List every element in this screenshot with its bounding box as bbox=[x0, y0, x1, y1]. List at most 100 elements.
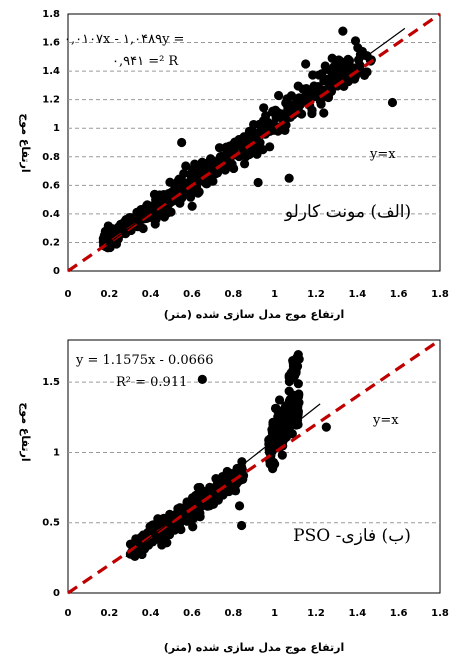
x-tick-label: 0 bbox=[65, 608, 72, 619]
trendline bbox=[125, 403, 321, 558]
x-tick-label: 1.4 bbox=[348, 289, 366, 300]
data-point bbox=[179, 168, 189, 179]
y-tick-label: 0.8 bbox=[42, 152, 60, 163]
data-point bbox=[193, 482, 203, 493]
data-point bbox=[357, 46, 367, 57]
data-point bbox=[326, 79, 336, 89]
data-point bbox=[353, 55, 364, 65]
data-point bbox=[239, 159, 250, 169]
y-tick-label: 1.6 bbox=[42, 38, 60, 49]
data-point bbox=[189, 164, 200, 174]
data-point bbox=[319, 108, 329, 118]
data-point bbox=[165, 177, 175, 187]
scatter-panel-bottom: 0 0.5 1 1.5 0 0.2 0.4 0.6 0.8 1 1.2 1.4 1.6 1.8 ارتفاع… bbox=[18, 338, 449, 655]
data-point bbox=[387, 97, 398, 108]
data-point bbox=[187, 201, 197, 211]
data-point bbox=[283, 102, 293, 112]
x-tick-label: 1.8 bbox=[431, 608, 449, 619]
data-point bbox=[321, 422, 331, 432]
x-tick-label: 1.6 bbox=[390, 289, 408, 300]
data-point bbox=[181, 161, 191, 171]
data-point bbox=[227, 159, 237, 169]
trendline-equation: y = 1.1575x - 0.0666 bbox=[75, 353, 213, 368]
data-point bbox=[214, 143, 225, 153]
x-tick-label: 0.6 bbox=[183, 289, 201, 300]
data-point bbox=[308, 70, 318, 80]
y-tick-label: 1.4 bbox=[42, 66, 60, 77]
data-point bbox=[273, 126, 283, 136]
data-point bbox=[316, 99, 326, 109]
plot-frame bbox=[67, 13, 441, 272]
data-point bbox=[309, 81, 319, 91]
data-point bbox=[274, 90, 284, 101]
r-squared-label: R² = 0.911 bbox=[116, 375, 187, 390]
method-label: (الف) مونت کارلو bbox=[284, 202, 411, 222]
x-tick-label: 0.8 bbox=[224, 289, 242, 300]
y-axis-title: ارتفاع موج bbox=[18, 402, 32, 461]
method-label: (ب) فازی- PSO bbox=[293, 526, 411, 546]
x-tick-label: 0.4 bbox=[142, 289, 160, 300]
data-point bbox=[253, 177, 263, 188]
data-point bbox=[282, 427, 293, 437]
x-tick-label: 0.8 bbox=[224, 608, 242, 619]
data-point bbox=[258, 145, 268, 155]
data-point bbox=[145, 522, 155, 532]
y-tick-label: 1.2 bbox=[42, 95, 60, 106]
data-point bbox=[274, 108, 284, 119]
y-tick-label: 1.5 bbox=[42, 377, 60, 388]
x-axis-title: ارتفاع موج مدل سازی شده (متر) bbox=[164, 308, 345, 322]
y-tick-label: 1 bbox=[53, 123, 60, 134]
x-tick-label: 1.4 bbox=[348, 608, 366, 619]
x-tick-label: 0 bbox=[65, 289, 72, 300]
data-point bbox=[301, 59, 311, 69]
x-tick-label: 1.8 bbox=[431, 289, 449, 300]
data-point bbox=[284, 386, 294, 396]
data-point bbox=[280, 418, 291, 428]
data-point bbox=[150, 199, 160, 210]
data-point bbox=[264, 444, 274, 455]
data-point bbox=[294, 389, 304, 399]
y-tick-label: 1 bbox=[53, 447, 60, 458]
data-point bbox=[326, 86, 337, 97]
data-point bbox=[302, 86, 312, 96]
identity-line-label: y=x bbox=[372, 413, 399, 428]
data-point bbox=[177, 137, 187, 148]
data-point bbox=[190, 494, 200, 505]
data-point bbox=[292, 352, 302, 363]
data-point bbox=[285, 374, 295, 384]
data-point bbox=[149, 190, 160, 200]
data-point bbox=[343, 76, 353, 87]
x-tick-label: 0.2 bbox=[100, 608, 118, 619]
x-tick-label: 1 bbox=[271, 608, 278, 619]
data-point bbox=[278, 436, 288, 447]
data-point bbox=[197, 374, 207, 384]
data-point bbox=[234, 501, 245, 511]
data-point bbox=[284, 173, 294, 183]
x-tick-label: 1.2 bbox=[307, 289, 325, 300]
data-point bbox=[293, 379, 303, 389]
x-tick-label: 1 bbox=[271, 289, 278, 300]
x-tick-label: 0.6 bbox=[183, 608, 201, 619]
y-tick-label: 0.6 bbox=[42, 180, 60, 191]
data-point bbox=[188, 522, 198, 532]
y-tick-label: 1.8 bbox=[42, 9, 60, 20]
data-point bbox=[338, 26, 348, 36]
data-point bbox=[320, 61, 330, 71]
data-point bbox=[293, 409, 303, 419]
trendline bbox=[104, 27, 406, 247]
x-tick-label: 1.6 bbox=[390, 608, 408, 619]
y-tick-label: 0.5 bbox=[42, 518, 60, 529]
x-tick-label: 0.4 bbox=[142, 608, 160, 619]
data-point bbox=[237, 520, 247, 531]
data-point bbox=[274, 395, 285, 405]
data-point bbox=[359, 70, 370, 81]
scatter-panel-top: 0 0.2 0.4 0.6 0.8 1 1.2 1.4 1.6 1.8 0 0.2 0.4 0.6 0.8 1… bbox=[18, 9, 449, 322]
data-point bbox=[277, 450, 287, 460]
data-point bbox=[166, 207, 176, 217]
data-point bbox=[288, 361, 299, 371]
x-axis-title: ارتفاع موج مدل سازی شده (متر) bbox=[164, 641, 345, 655]
data-point bbox=[173, 185, 183, 195]
data-point bbox=[268, 457, 279, 467]
trendline-equation: ۰,۰۱۰۷x - ۱,۰۴۸۹y = bbox=[64, 32, 184, 47]
